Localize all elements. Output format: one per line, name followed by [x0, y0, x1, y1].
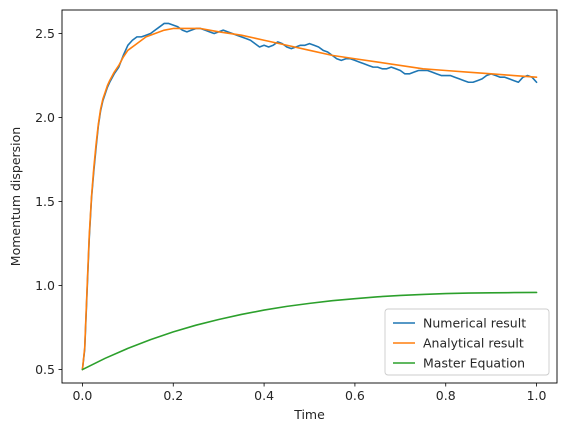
- x-axis: 0.0 0.2 0.4 0.6 0.8 1.0: [72, 383, 547, 403]
- legend-box: [384, 308, 550, 376]
- x-tick-label: 0.4: [254, 388, 274, 403]
- x-tick-label: 0.8: [436, 388, 456, 403]
- legend-label-0: Numerical result: [423, 316, 526, 331]
- y-tick-label: 1.0: [35, 278, 55, 293]
- y-tick-label: 2.0: [35, 110, 55, 125]
- series-line-1: [81, 27, 538, 371]
- x-tick-label: 1.0: [527, 388, 547, 403]
- legend: Numerical result Analytical result Master …: [384, 308, 550, 376]
- series-layer: [81, 22, 538, 371]
- x-tick-label: 0.6: [345, 388, 365, 403]
- y-axis: 0.5 1.0 1.5 2.0 2.5: [35, 26, 62, 377]
- legend-label-2: Master Equation: [423, 356, 525, 371]
- y-axis-label: Momentum dispersion: [8, 127, 23, 266]
- y-tick-label: 2.5: [35, 26, 55, 41]
- y-tick-label: 0.5: [35, 362, 55, 377]
- x-axis-label: Time: [293, 407, 325, 422]
- x-tick-label: 0.0: [72, 388, 92, 403]
- plot-frame: [61, 9, 558, 384]
- y-tick-label: 1.5: [35, 194, 55, 209]
- legend-label-1: Analytical result: [423, 336, 524, 351]
- series-line-2: [81, 291, 538, 371]
- x-tick-label: 0.2: [163, 388, 183, 403]
